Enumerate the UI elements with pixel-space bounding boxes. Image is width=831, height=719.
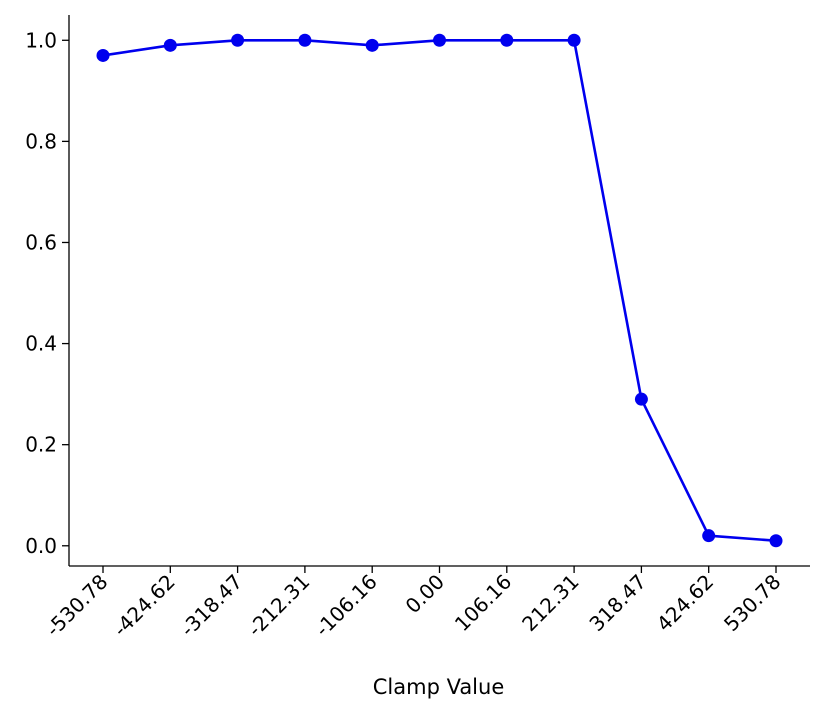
data-point [365, 38, 379, 52]
y-tick-label: 0.0 [25, 534, 57, 558]
x-tick-label: -318.47 [176, 570, 248, 642]
data-point [433, 33, 446, 47]
data-point [231, 33, 245, 47]
data-point [163, 38, 177, 52]
x-tick-label: 106.16 [450, 570, 516, 636]
x-tick-label: 530.78 [719, 570, 785, 636]
x-tick-label: 212.31 [517, 570, 583, 636]
x-tick-label: 0.00 [401, 570, 449, 618]
y-tick-label: 0.2 [25, 433, 57, 457]
data-point [634, 392, 648, 406]
data-point [500, 33, 514, 47]
x-tick-label: -530.78 [41, 570, 113, 642]
axes [68, 15, 810, 567]
data-point [769, 534, 783, 548]
data-point [298, 33, 312, 47]
data-series [96, 33, 783, 548]
data-point [96, 48, 110, 62]
y-tick-label: 1.0 [25, 28, 57, 52]
series-line [102, 38, 777, 543]
y-tick-label: 0.6 [25, 230, 57, 254]
x-tick-label: -424.62 [108, 570, 180, 642]
y-axis-ticks: 0.0 0.2 0.4 0.6 0.8 1.0 [25, 28, 69, 558]
x-tick-label: -106.16 [310, 570, 382, 642]
x-axis-label: Clamp Value [373, 675, 505, 699]
data-point [702, 529, 716, 543]
y-tick-label: 0.4 [25, 332, 57, 356]
x-tick-label: 424.62 [652, 570, 718, 636]
data-point [567, 33, 581, 47]
x-tick-label: 318.47 [584, 570, 650, 636]
x-tick-label: -212.31 [243, 570, 315, 642]
y-tick-label: 0.8 [25, 129, 57, 153]
x-axis-ticks: -530.78-424.62-318.47-212.31-106.16 0.00 1… [41, 566, 786, 641]
